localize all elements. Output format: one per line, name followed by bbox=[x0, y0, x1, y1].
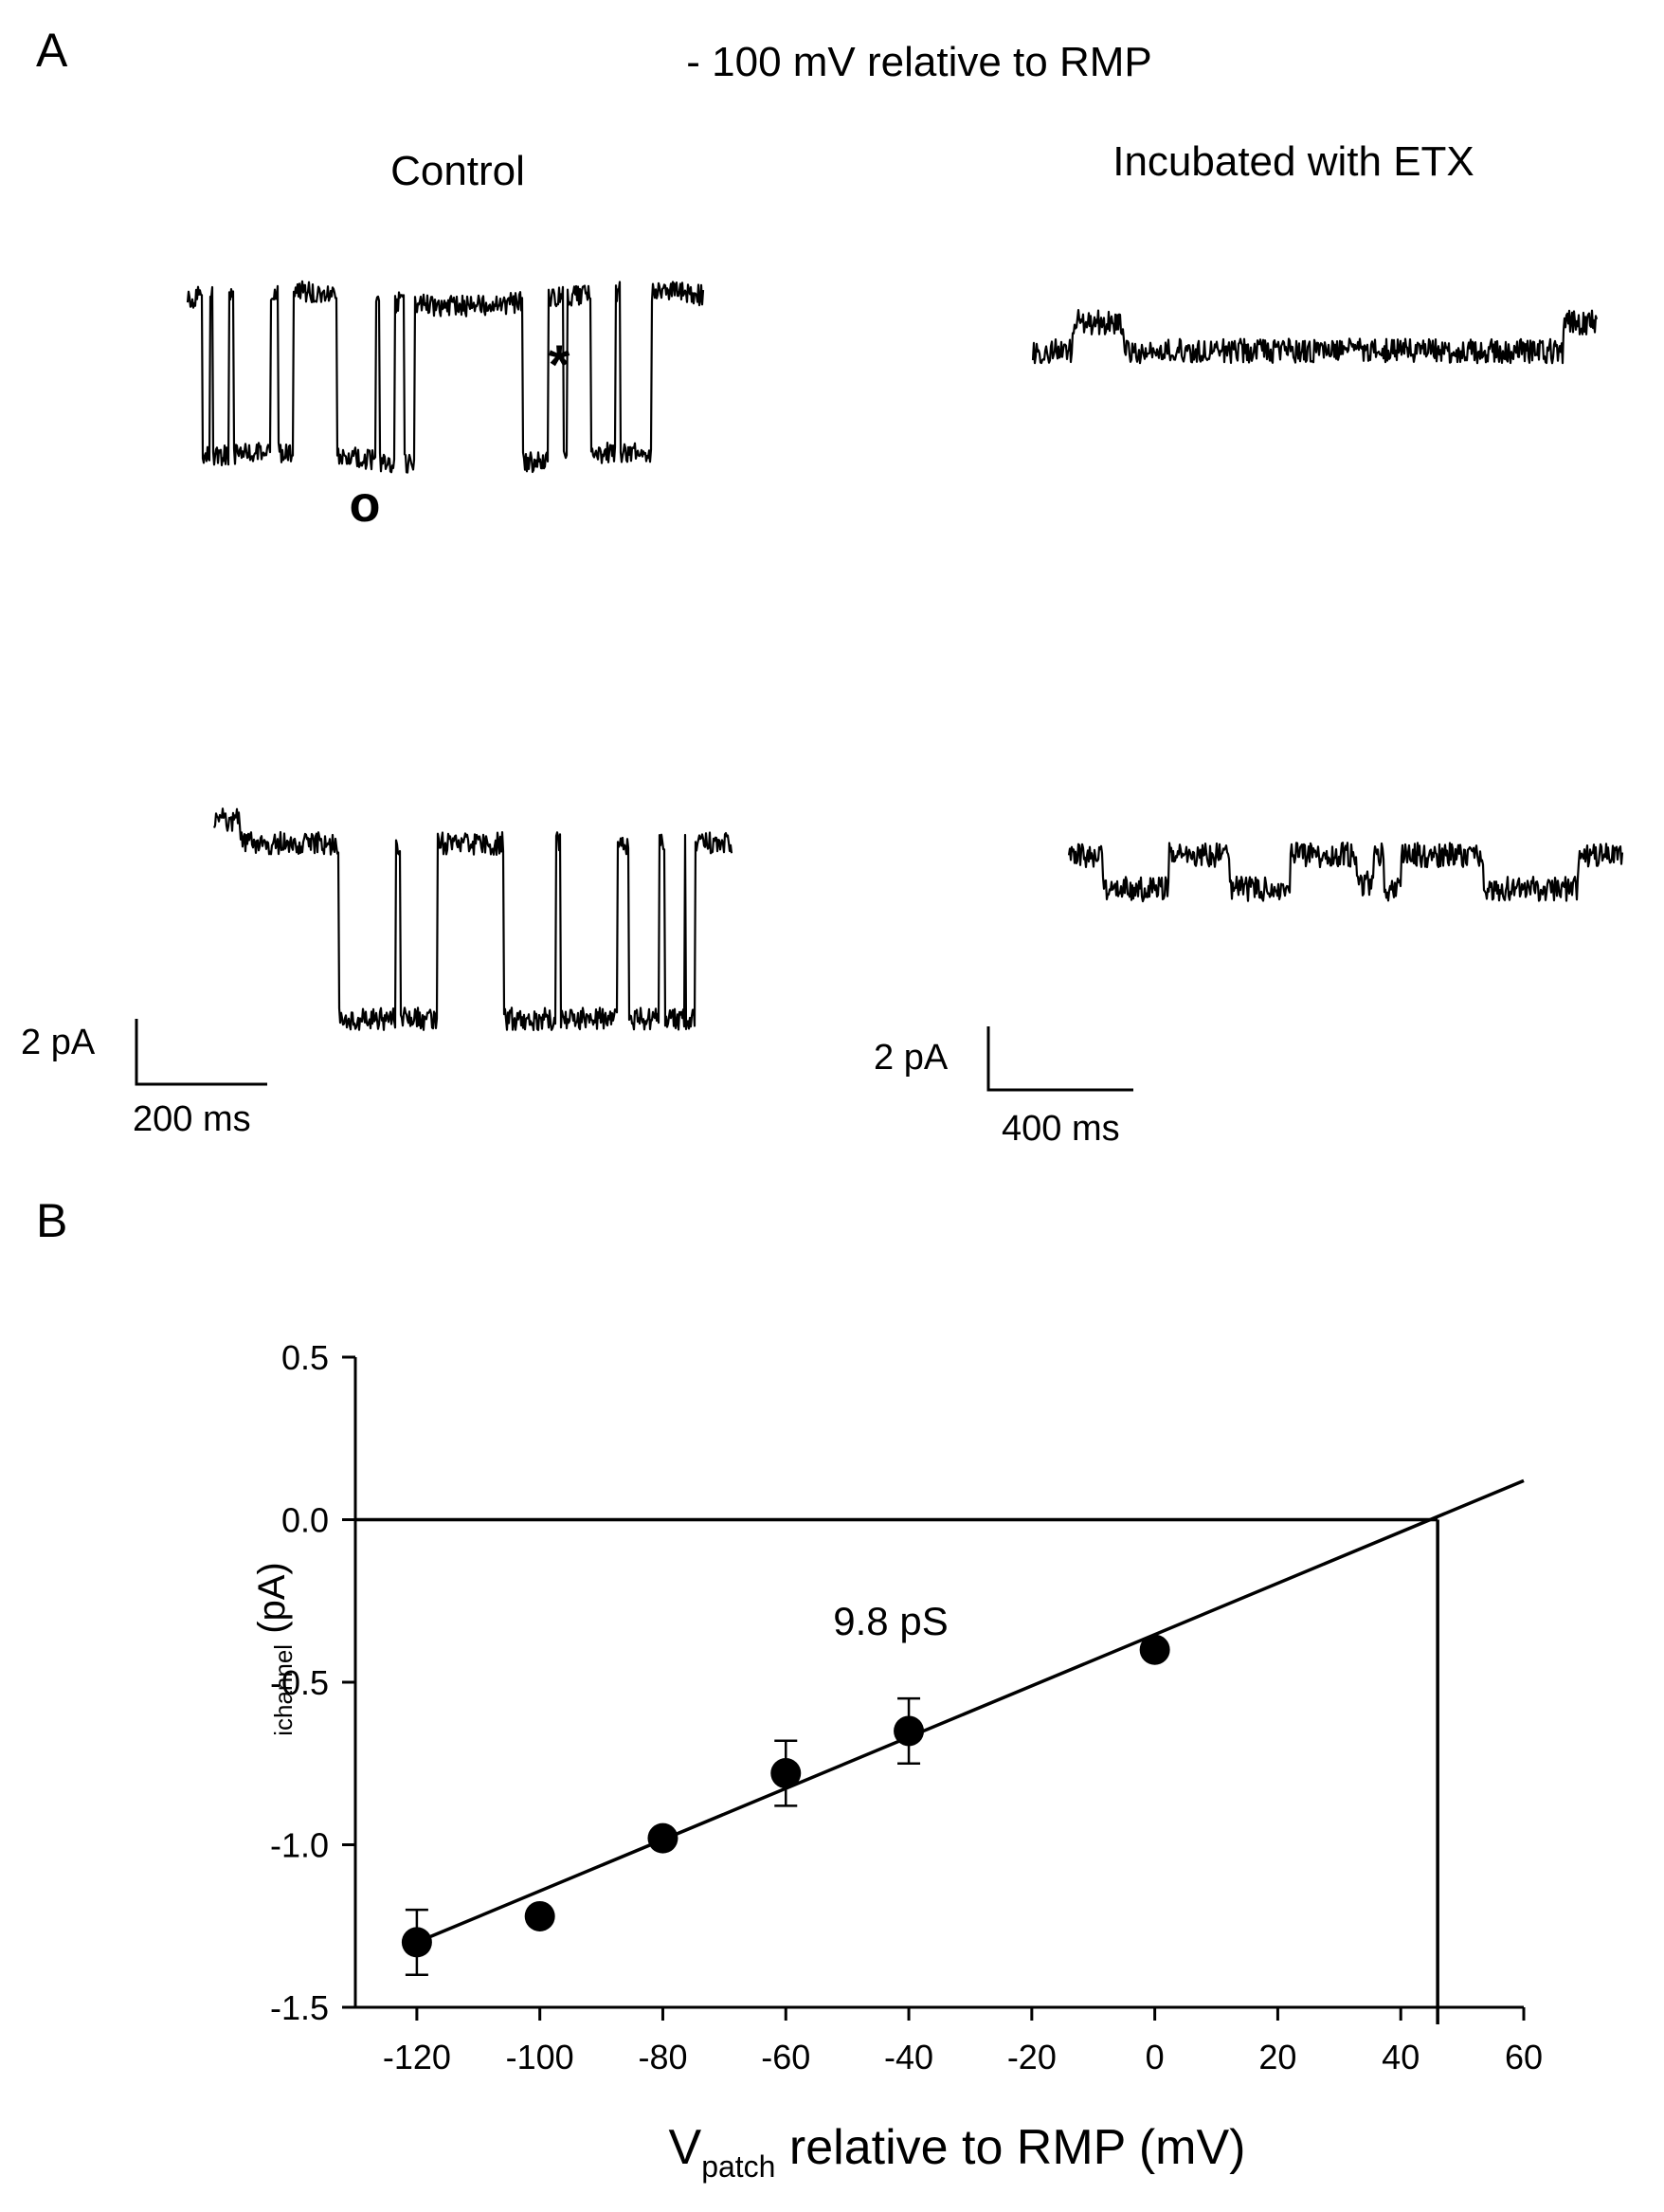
x-tick-label: -40 bbox=[884, 2038, 933, 2076]
control-title: Control bbox=[390, 148, 525, 194]
x-tick-label: -20 bbox=[1007, 2038, 1057, 2076]
x-tick-label: 40 bbox=[1382, 2038, 1420, 2076]
data-point bbox=[894, 1715, 925, 1747]
panel-a-header: - 100 mV relative to RMP bbox=[686, 39, 1152, 85]
etx-scale-bar bbox=[986, 1026, 1133, 1092]
open-state-marker: o bbox=[350, 476, 381, 533]
etx-scale-time: 400 ms bbox=[1002, 1109, 1120, 1149]
data-point bbox=[770, 1758, 802, 1789]
control-scale-bar bbox=[135, 1019, 267, 1086]
x-ticks: -120 -100 -80 -60 -40 -20 0 20 40 60 bbox=[383, 2007, 1543, 2076]
data-point bbox=[1139, 1634, 1170, 1665]
x-tick-label: -60 bbox=[761, 2038, 810, 2076]
x-axis-title: Vpatch relative to RMP (mV) bbox=[669, 2120, 1246, 2184]
y-tick-label: -1.5 bbox=[270, 1988, 329, 2027]
y-axis-title: ichannel (pA) bbox=[251, 1562, 298, 1736]
panel-b-label: B bbox=[36, 1194, 67, 1247]
y-axis-title-subscript: ichannel bbox=[269, 1644, 298, 1736]
etx-scale-amplitude: 2 pA bbox=[874, 1038, 949, 1078]
x-tick-label: 60 bbox=[1505, 2038, 1543, 2076]
x-axis-title-main: V bbox=[669, 2120, 702, 2175]
x-tick-label: -80 bbox=[638, 2038, 687, 2076]
panel-a-label: A bbox=[36, 24, 68, 77]
y-tick-label: -0.5 bbox=[270, 1663, 329, 1702]
control-scale-time: 200 ms bbox=[133, 1099, 251, 1139]
y-tick-label: 0.0 bbox=[281, 1501, 329, 1540]
etx-trace-1 bbox=[1031, 309, 1599, 365]
data-point bbox=[524, 1900, 555, 1931]
linear-fit-line bbox=[416, 1478, 1525, 1945]
iv-chart: 0.5 0.0 -0.5 -1.0 -1.5 -120 -100 -80 -60 -40 -20 0… bbox=[270, 1338, 1543, 2076]
control-trace-2 bbox=[212, 807, 733, 1031]
x-tick-label: -120 bbox=[383, 2038, 451, 2076]
y-tick-label: 0.5 bbox=[281, 1338, 329, 1377]
conductance-annotation: 9.8 pS bbox=[833, 1599, 948, 1643]
x-axis-title-subscript: patch bbox=[701, 2149, 775, 2184]
etx-title: Incubated with ETX bbox=[1112, 138, 1474, 185]
x-tick-label: 20 bbox=[1258, 2038, 1296, 2076]
x-axis-title-rest: relative to RMP (mV) bbox=[775, 2120, 1245, 2175]
control-trace-1 bbox=[186, 280, 705, 474]
x-tick-label: 0 bbox=[1146, 2038, 1165, 2076]
data-points bbox=[401, 1634, 1170, 1958]
etx-trace-2 bbox=[1067, 842, 1624, 903]
y-axis-title-unit: (pA) bbox=[251, 1562, 293, 1644]
control-scale-amplitude: 2 pA bbox=[21, 1023, 96, 1062]
y-tick-label: -1.0 bbox=[270, 1826, 329, 1865]
y-ticks: 0.5 0.0 -0.5 -1.0 -1.5 bbox=[270, 1338, 355, 2027]
x-tick-label: -100 bbox=[506, 2038, 574, 2076]
data-point bbox=[401, 1927, 432, 1958]
data-point bbox=[647, 1822, 678, 1854]
star-marker: * bbox=[549, 335, 570, 396]
